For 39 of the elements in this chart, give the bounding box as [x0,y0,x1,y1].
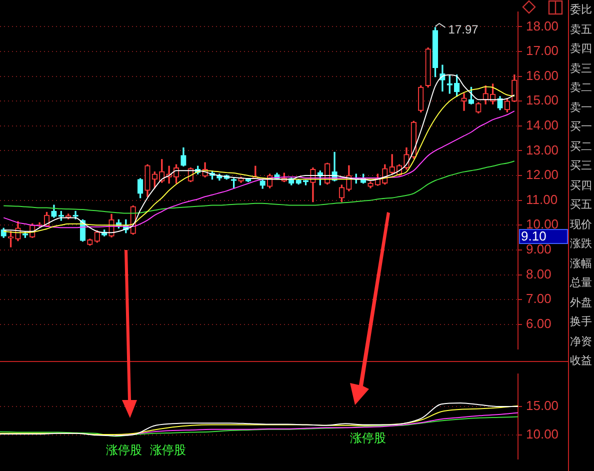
y-tick-label: 7.00 [526,291,552,306]
y-tick-label: 14.00 [526,118,559,132]
text: 买二 [569,138,593,154]
text: 总量 [569,275,593,291]
text: 换手 [569,314,593,330]
y-tick-label: 15.00 [526,92,559,108]
text: 买五 [569,197,593,213]
text: 净资 [569,334,593,350]
annotation: 17.97 [448,22,479,37]
y-tick-label: 12.00 [526,167,559,182]
candlestick [461,93,467,111]
text: 涨幅 [569,256,593,272]
annotation: 涨停股 [350,431,386,445]
annotation: 涨停股 [106,443,142,457]
annotation: 涨停股 [150,443,186,457]
y-tick-label: 10.00 [526,426,559,442]
y-tick-label: 6.00 [526,316,552,331]
y-tick-label: 13.00 [526,142,559,158]
y-tick-label: 8.00 [526,266,552,282]
text: 买三 [569,158,593,174]
text: 涨跌 [569,236,593,252]
text: 卖一 [569,100,593,116]
text: 卖二 [569,80,593,96]
line-series [3,160,515,214]
text: 卖三 [569,60,593,76]
y-tick-label: 17.00 [526,43,559,58]
text: 卖四 [569,41,593,57]
y-tick-label: 11.00 [526,192,558,207]
text: 现价 [569,216,593,232]
text: 买四 [569,178,593,194]
text: 买一 [569,119,593,135]
y-tick-label: 16.00 [526,68,559,83]
text: 收益 [569,353,593,369]
text: 外盘 [569,294,593,310]
y-tick-label: 18.00 [526,18,559,34]
text: 卖五 [569,22,593,38]
y-tick-label: 15.00 [526,398,559,414]
y-tick-label: 9.00 [526,242,552,257]
text: 委比 [569,2,593,18]
